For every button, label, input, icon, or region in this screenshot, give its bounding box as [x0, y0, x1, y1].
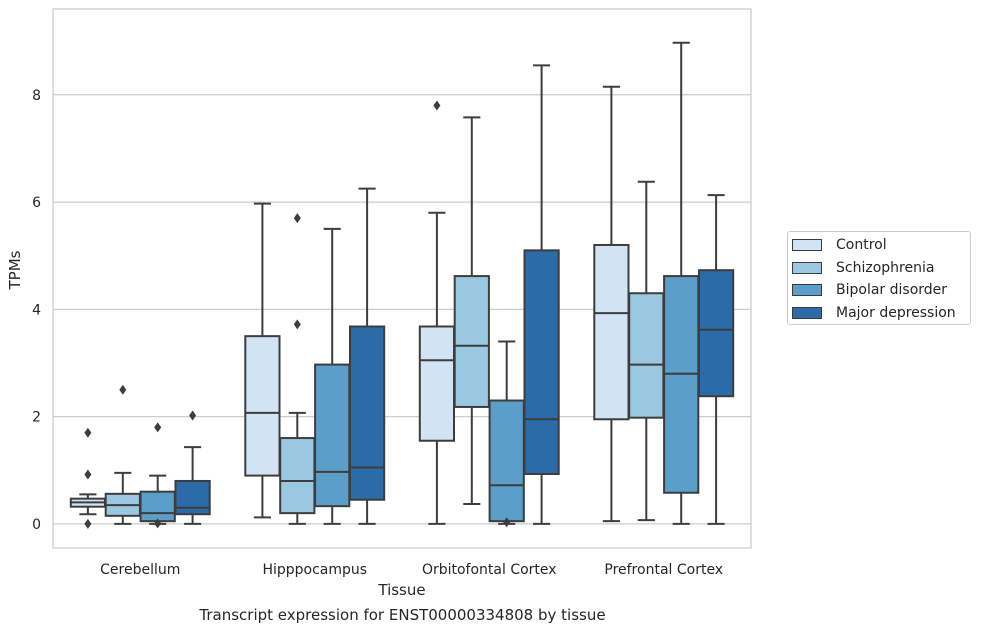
- outlier-point: [189, 410, 197, 421]
- box-2-2: [488, 340, 525, 528]
- x-tick-labels: Cerebellum Hipppocampus Orbitofontal Corte…: [100, 562, 723, 578]
- box-iqr: [453, 275, 490, 408]
- box-2-0: [418, 100, 456, 525]
- x-tick-label: Hipppocampus: [262, 562, 367, 578]
- legend-label-control: Control: [836, 237, 887, 253]
- x-tick-label: Prefrontal Cortex: [604, 562, 723, 578]
- box-3-2: [663, 41, 700, 525]
- box-iqr: [244, 335, 281, 477]
- box-iqr: [488, 399, 525, 523]
- y-tick-labels: 0 2 4 6 8: [32, 88, 41, 533]
- x-tick-label: Cerebellum: [100, 562, 180, 578]
- legend-item-bipolar-disorder: Bipolar disorder: [792, 280, 947, 300]
- y-tick-label: 6: [32, 195, 41, 211]
- box-1-3: [348, 187, 386, 525]
- box-iqr: [174, 479, 211, 516]
- outlier-point: [119, 384, 127, 395]
- box-2-3: [523, 64, 560, 525]
- plot-frame: [52, 8, 752, 549]
- box-iqr: [697, 269, 735, 398]
- figure-caption: Transcript expression for ENST0000033480…: [199, 606, 606, 624]
- box-iqr: [523, 249, 560, 475]
- box-1-2: [314, 227, 351, 525]
- legend-swatch-bipolar-disorder: [792, 284, 822, 296]
- x-tick-label: Orbitofontal Cortex: [422, 562, 557, 578]
- legend-label-schizophrenia: Schizophrenia: [836, 260, 935, 276]
- outlier-point: [84, 518, 92, 529]
- box-iqr: [314, 363, 351, 508]
- box-iqr: [663, 275, 700, 494]
- outlier-point: [293, 213, 301, 224]
- box-iqr: [348, 325, 386, 501]
- box-3-3: [697, 194, 735, 525]
- box-iqr: [593, 243, 630, 421]
- y-tick-label: 2: [32, 410, 41, 426]
- outlier-point: [293, 319, 301, 330]
- legend-swatch-control: [792, 239, 822, 251]
- outlier-point: [84, 427, 92, 438]
- box-0-3: [174, 410, 211, 525]
- y-tick-label: 4: [32, 302, 41, 318]
- box-1-1: [279, 213, 316, 525]
- box-2-1: [453, 116, 490, 506]
- legend-label-bipolar-disorder: Bipolar disorder: [836, 282, 948, 298]
- box-3-0: [593, 85, 630, 523]
- outlier-point: [154, 422, 162, 433]
- legend-label-major-depression: Major depression: [836, 305, 956, 321]
- legend-item-major-depression: Major depression: [792, 303, 956, 323]
- box-iqr: [628, 292, 665, 419]
- x-axis-title: Tissue: [377, 581, 425, 599]
- boxes: [69, 41, 735, 529]
- legend-swatch-major-depression: [792, 307, 822, 319]
- plot-area: [53, 9, 751, 548]
- legend: Control Schizophrenia Bipolar disorder M…: [787, 231, 971, 325]
- legend-swatch-schizophrenia: [792, 262, 822, 274]
- box-1-0: [244, 202, 281, 519]
- y-tick-label: 0: [32, 517, 41, 533]
- outlier-point: [154, 518, 162, 529]
- legend-item-control: Control: [792, 235, 887, 255]
- outlier-point: [433, 100, 441, 111]
- box-iqr: [139, 490, 176, 523]
- outlier-point: [84, 469, 92, 480]
- box-iqr: [418, 325, 456, 442]
- y-tick-label: 8: [32, 88, 41, 104]
- outlier-point: [503, 517, 511, 528]
- legend-item-schizophrenia: Schizophrenia: [792, 258, 934, 278]
- box-3-1: [628, 180, 665, 522]
- y-axis-title: TPMs: [6, 250, 24, 290]
- box-iqr: [279, 437, 316, 515]
